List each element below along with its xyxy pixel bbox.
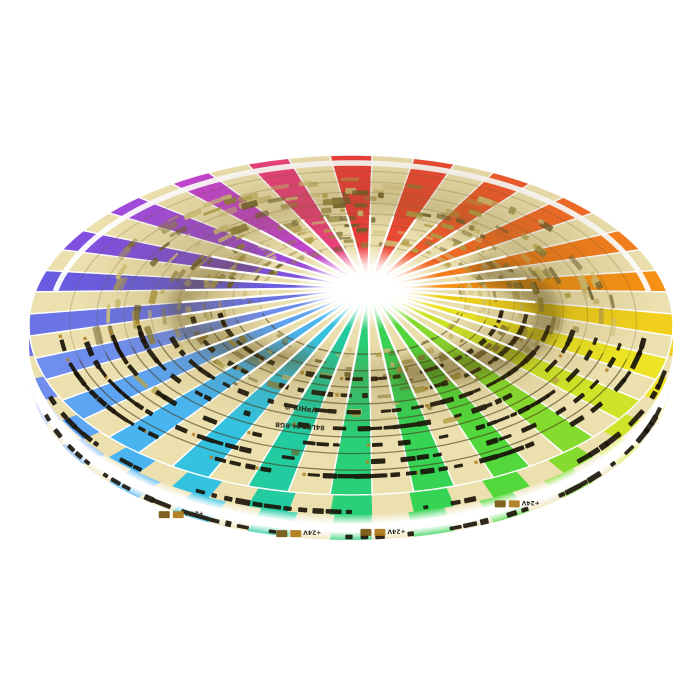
smd-component-mark: [211, 492, 218, 499]
smd-component-mark: [121, 483, 131, 491]
voltage-marking: +24V: [494, 499, 540, 508]
smd-component-mark: [654, 407, 662, 418]
smd-component-mark: [462, 521, 478, 529]
smd-component-mark: [298, 507, 308, 513]
smd-component-mark: [325, 509, 342, 515]
smd-component-mark: [345, 534, 353, 540]
smd-component-mark: [81, 431, 93, 443]
smd-component-mark: [598, 440, 610, 451]
smd-component-mark: [628, 409, 645, 427]
smd-component-mark: [463, 496, 477, 504]
solder-pad: [172, 511, 184, 519]
voltage-label: +24V: [303, 529, 321, 536]
smd-component-mark: [423, 505, 429, 510]
smd-component-mark: [407, 531, 415, 537]
smd-component-mark: [191, 512, 210, 522]
solder-pad: [494, 500, 506, 508]
silkscreen-text: ⊛ XiHeA 84LED/M-RGB +24V +24V +24V +24V: [158, 402, 540, 538]
smd-component-mark: [83, 459, 91, 466]
voltage-label: +24V: [185, 510, 203, 517]
solder-pad: [360, 528, 372, 536]
smd-component-mark: [74, 451, 83, 460]
smd-component-mark: [143, 494, 155, 503]
smd-component-mark: [579, 479, 589, 487]
smd-component-mark: [263, 503, 282, 510]
smd-component-mark: [564, 483, 582, 496]
center-hub-highlight: [349, 278, 387, 298]
smd-component-mark: [252, 501, 263, 508]
smd-component-mark: [53, 428, 63, 439]
smd-component-mark: [67, 444, 76, 453]
smd-component-mark: [610, 461, 616, 467]
smd-component-mark: [558, 491, 566, 498]
smd-component-mark: [132, 464, 143, 472]
smd-component-mark: [235, 497, 251, 506]
part-number-text: 84LED/M-RGB: [275, 420, 325, 431]
side-upper-components: [48, 370, 667, 515]
smd-component-mark: [345, 509, 353, 515]
smd-component-mark: [649, 390, 658, 400]
solder-pad: [158, 511, 170, 519]
smd-component-mark: [635, 427, 650, 444]
smd-component-mark: [195, 488, 206, 495]
smd-component-mark: [102, 472, 109, 479]
smd-component-mark: [624, 445, 635, 456]
voltage-label: +24V: [387, 527, 405, 534]
smd-component-mark: [312, 508, 324, 515]
solder-pad: [276, 530, 288, 538]
smd-component-mark: [654, 384, 661, 391]
smd-component-mark: [44, 413, 51, 422]
smd-component-mark: [588, 447, 601, 458]
smd-component-mark: [93, 440, 100, 447]
smd-component-mark: [223, 495, 233, 502]
solder-pad: [508, 500, 520, 508]
smd-component-mark: [450, 499, 461, 506]
smd-component-mark: [65, 417, 78, 429]
smd-component-mark: [506, 510, 518, 518]
smd-component-mark: [73, 424, 85, 436]
smd-component-mark: [48, 395, 57, 406]
smd-component-mark: [268, 529, 277, 534]
smd-component-mark: [208, 517, 220, 524]
smd-component-mark: [180, 509, 194, 517]
smd-component-mark: [151, 498, 172, 509]
voltage-marking: +24V: [158, 510, 204, 519]
solder-pad: [290, 530, 302, 538]
smd-component-mark: [521, 506, 529, 513]
side-lower-components: [44, 407, 662, 540]
smd-component-mark: [586, 471, 602, 484]
smd-component-mark: [224, 520, 232, 528]
smd-component-mark: [283, 506, 292, 512]
smd-component-mark: [479, 517, 489, 526]
voltage-marking: +24V: [360, 527, 405, 536]
smd-component-mark: [236, 523, 250, 530]
solder-pad: [374, 528, 386, 536]
brand-logo-icon: ⊛: [284, 402, 292, 412]
smd-component-mark: [656, 370, 667, 389]
voltage-label: +24V: [521, 499, 539, 506]
smd-component-mark: [60, 411, 69, 420]
smd-component-mark: [576, 452, 592, 464]
smd-component-mark: [110, 477, 121, 486]
smd-component-mark: [604, 431, 622, 447]
brand-text: XiHeA: [293, 404, 318, 415]
voltage-marking: +24V: [276, 529, 321, 538]
smd-component-mark: [449, 524, 462, 531]
smd-component-mark: [119, 457, 134, 468]
